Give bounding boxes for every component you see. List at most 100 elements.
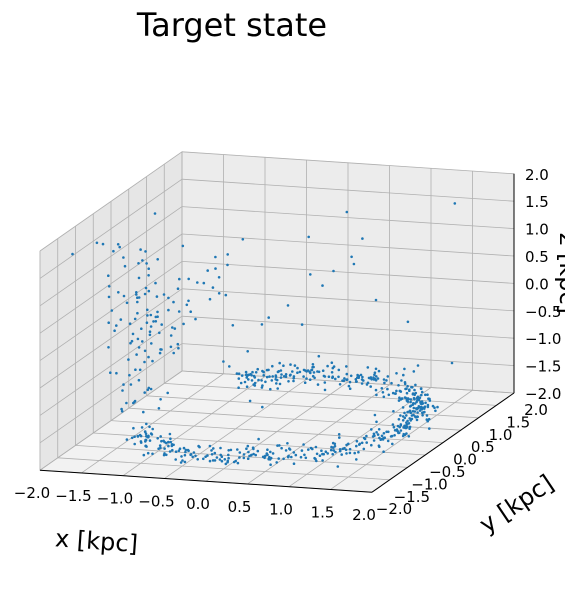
data-point	[376, 433, 380, 436]
data-point	[158, 351, 162, 355]
data-point	[215, 456, 219, 459]
grid-line	[181, 206, 515, 229]
data-point	[137, 262, 140, 265]
data-point	[137, 296, 141, 299]
data-point	[373, 413, 377, 417]
data-point	[321, 369, 325, 373]
data-point	[315, 452, 319, 456]
data-point	[419, 406, 423, 409]
data-point	[113, 329, 116, 333]
data-point	[208, 444, 212, 448]
data-point	[327, 375, 331, 379]
data-point	[345, 378, 349, 381]
data-point	[169, 345, 173, 349]
data-point	[148, 425, 151, 429]
data-point	[345, 372, 349, 376]
x-tick-label: 2.0	[352, 506, 376, 524]
data-point	[411, 403, 415, 407]
data-point	[426, 393, 429, 397]
z-tick-label: 0.5	[525, 248, 549, 266]
data-point	[354, 378, 358, 381]
data-point	[187, 277, 190, 281]
data-point	[373, 373, 376, 377]
data-point	[416, 415, 420, 419]
data-point	[414, 383, 417, 387]
data-point	[292, 462, 296, 466]
data-point	[107, 274, 110, 278]
data-point	[382, 378, 386, 381]
data-point	[417, 398, 421, 402]
data-point	[331, 452, 335, 456]
data-point	[236, 448, 239, 451]
data-point	[136, 435, 140, 438]
data-point	[143, 430, 147, 433]
data-point	[243, 380, 247, 384]
data-point	[226, 263, 229, 267]
data-point	[397, 384, 400, 387]
data-point	[238, 451, 242, 454]
data-point	[265, 375, 269, 379]
data-point	[366, 381, 370, 385]
data-point	[398, 425, 402, 429]
data-point	[406, 320, 410, 324]
grid-line	[181, 233, 515, 257]
data-point	[363, 437, 367, 441]
data-point	[366, 366, 370, 369]
data-point	[268, 375, 271, 378]
data-point	[287, 455, 290, 459]
data-point	[129, 341, 132, 345]
data-points	[71, 202, 457, 468]
data-point	[269, 463, 272, 467]
grid-line	[110, 420, 444, 443]
data-point	[292, 375, 296, 378]
data-point	[321, 459, 324, 462]
data-point	[250, 374, 253, 377]
data-point	[147, 435, 150, 438]
data-point	[135, 291, 138, 294]
data-point	[400, 397, 404, 400]
data-point	[407, 422, 411, 425]
data-point	[416, 411, 419, 414]
data-point	[415, 418, 419, 422]
data-point	[436, 405, 439, 409]
data-point	[149, 325, 153, 328]
data-point	[385, 430, 388, 434]
data-point	[367, 376, 371, 380]
data-point	[374, 388, 378, 392]
data-point	[338, 448, 342, 451]
data-point	[112, 249, 115, 253]
data-point	[405, 399, 409, 402]
data-point	[107, 346, 110, 349]
data-point	[213, 451, 217, 455]
data-point	[408, 427, 411, 431]
grid-line	[39, 151, 183, 252]
data-point	[123, 264, 127, 268]
data-point	[349, 374, 353, 378]
data-point	[326, 364, 329, 368]
data-point	[189, 453, 193, 456]
data-point	[157, 407, 161, 410]
data-point	[282, 364, 285, 368]
data-point	[394, 392, 397, 395]
data-point	[173, 327, 177, 330]
data-point	[177, 449, 181, 453]
data-point	[167, 296, 170, 300]
data-point	[375, 375, 378, 378]
data-point	[395, 428, 399, 431]
y-axis-title: y [kpc]	[474, 469, 558, 539]
data-point	[213, 459, 217, 462]
data-point	[398, 396, 401, 400]
data-point	[154, 281, 157, 285]
data-point	[252, 374, 256, 378]
z-tick-label: 1.0	[525, 221, 549, 239]
data-point	[411, 386, 414, 389]
data-point	[237, 377, 241, 380]
data-point	[227, 449, 230, 452]
data-point	[266, 453, 269, 457]
data-point	[305, 377, 308, 380]
data-point	[341, 379, 344, 383]
data-point	[166, 391, 169, 395]
data-point	[149, 313, 153, 317]
data-point	[187, 449, 190, 453]
data-point	[148, 330, 152, 334]
